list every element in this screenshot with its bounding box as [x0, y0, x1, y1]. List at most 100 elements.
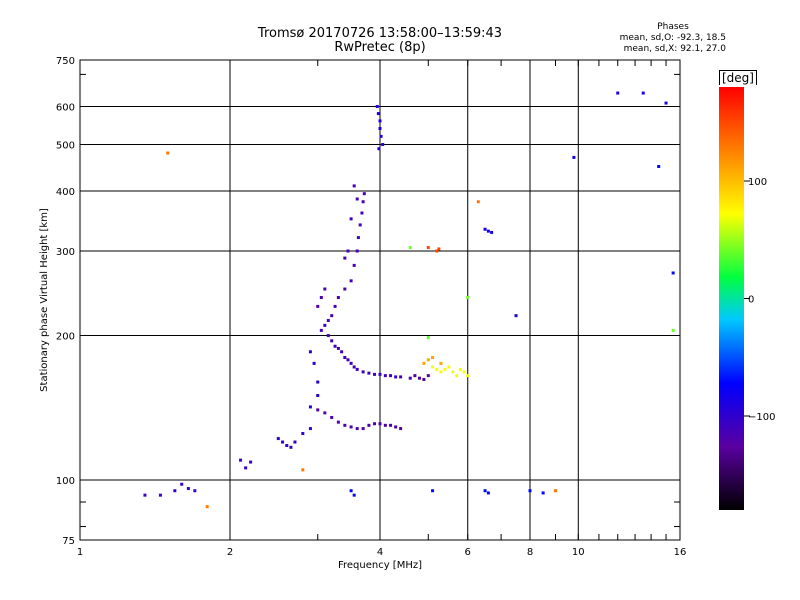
data-point — [383, 423, 387, 427]
data-point — [458, 367, 462, 371]
data-point — [541, 491, 545, 495]
data-point — [378, 119, 382, 123]
data-point — [323, 323, 327, 327]
data-point — [413, 374, 417, 378]
data-point — [367, 371, 371, 375]
data-point — [528, 489, 532, 493]
data-point — [486, 229, 490, 233]
data-point — [373, 372, 377, 376]
data-point — [362, 192, 366, 196]
data-point — [514, 314, 518, 318]
data-point — [379, 134, 383, 138]
data-point — [431, 489, 435, 493]
data-point — [316, 304, 320, 308]
data-point — [466, 296, 470, 300]
data-point — [439, 370, 443, 374]
data-point — [664, 101, 668, 105]
data-point — [333, 344, 337, 348]
data-point — [355, 367, 359, 371]
data-point — [289, 445, 293, 449]
data-point — [326, 318, 330, 322]
x-tick-label: 10 — [572, 547, 585, 558]
data-point — [389, 423, 393, 427]
data-point — [330, 339, 334, 343]
y-tick-label: 75 — [62, 536, 75, 547]
data-point — [443, 367, 447, 371]
colorbar — [719, 87, 744, 510]
data-point — [358, 223, 362, 227]
data-point — [572, 155, 576, 159]
data-point — [439, 361, 443, 365]
data-point — [408, 376, 412, 380]
y-tick-label: 100 — [56, 476, 75, 487]
data-point — [447, 365, 451, 369]
data-point — [394, 375, 398, 379]
data-point — [553, 489, 557, 493]
data-point — [319, 328, 323, 332]
data-point — [249, 460, 253, 464]
data-point — [616, 91, 620, 95]
data-point — [330, 314, 334, 318]
data-point — [352, 184, 356, 188]
data-point — [399, 375, 403, 379]
data-point — [422, 361, 426, 365]
data-point — [333, 304, 337, 308]
data-point — [319, 296, 323, 300]
data-point — [343, 423, 347, 427]
data-point — [361, 427, 365, 431]
data-point — [426, 336, 430, 340]
data-point — [346, 358, 350, 362]
data-point — [193, 489, 197, 493]
y-tick-label: 750 — [56, 56, 75, 67]
data-point — [352, 263, 356, 267]
x-tick-label: 2 — [227, 547, 233, 558]
x-tick-label: 8 — [527, 547, 533, 558]
data-point — [326, 334, 330, 338]
data-point — [330, 415, 334, 419]
data-point — [180, 482, 184, 486]
colorbar-tick-label: 100 — [748, 177, 767, 188]
data-point — [671, 271, 675, 275]
data-point — [383, 374, 387, 378]
data-point — [483, 227, 487, 231]
data-point — [285, 444, 289, 448]
data-point — [340, 350, 344, 354]
data-point — [143, 493, 147, 497]
data-point — [417, 376, 421, 380]
data-point — [360, 211, 364, 215]
data-point — [352, 365, 356, 369]
data-point — [394, 425, 398, 429]
data-point — [376, 112, 380, 116]
data-point — [244, 466, 248, 470]
data-point — [308, 350, 312, 354]
x-tick-label: 1 — [77, 547, 83, 558]
y-axis-label: Stationary phase Virtual Height [km] — [39, 208, 50, 392]
data-point — [336, 296, 340, 300]
data-point — [293, 440, 297, 444]
phases-summary: Phases mean, sd,O: -92.3, 18.5 mean, sd,… — [576, 22, 726, 55]
y-tick-label: 400 — [56, 187, 75, 198]
data-point — [373, 422, 377, 426]
data-point — [205, 505, 209, 509]
data-point — [435, 367, 439, 371]
x-axis: 1 2 4 6 8 10 16 — [77, 60, 686, 558]
data-point — [361, 370, 365, 374]
colorbar-label: [deg] — [719, 70, 757, 85]
data-point — [451, 370, 455, 374]
colorbar-ticks: 100 0 −100 — [744, 177, 775, 423]
data-point — [641, 91, 645, 95]
data-point — [466, 374, 470, 378]
grid-lines — [80, 60, 680, 540]
data-point — [239, 458, 243, 462]
data-point — [426, 246, 430, 250]
data-point — [426, 374, 430, 378]
data-point — [166, 151, 170, 155]
data-point — [336, 346, 340, 350]
data-point — [301, 468, 305, 472]
data-point — [657, 164, 661, 168]
data-point — [349, 217, 353, 221]
data-point — [308, 427, 312, 431]
data-point — [490, 230, 494, 234]
y-tick-label: 600 — [56, 103, 75, 114]
data-point — [361, 200, 365, 204]
